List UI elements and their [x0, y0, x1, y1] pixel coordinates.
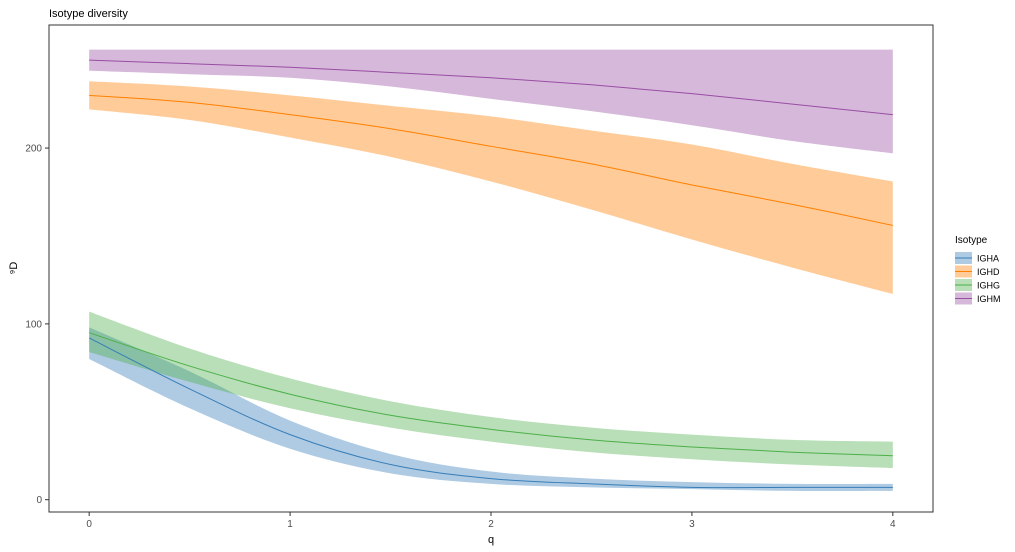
line-ighd: [89, 94, 893, 226]
y-tick-label: 0: [36, 495, 42, 506]
x-tick-label: 4: [890, 519, 896, 530]
band-ighg: [89, 311, 893, 469]
legend-label-igha: IGHA: [977, 254, 999, 264]
legend-label-ighg: IGHG: [977, 281, 1000, 291]
x-axis: 0 1 2 3 4: [86, 512, 896, 530]
y-axis-title: ⁹D: [8, 262, 20, 275]
chart-title: Isotype diversity: [49, 8, 128, 20]
y-axis: 0 100 200: [25, 144, 49, 506]
line-igha: [88, 337, 893, 489]
legend-label-ighd: IGHD: [977, 267, 1000, 277]
x-tick-label: 2: [488, 519, 494, 530]
line-ighg: [89, 332, 893, 457]
legend: Isotype IGHA IGHD IGHG IGHM: [955, 235, 1001, 305]
x-tick-label: 3: [689, 519, 695, 530]
legend-label-ighm: IGHM: [977, 294, 1001, 304]
y-tick-label: 100: [25, 319, 42, 330]
confidence-bands: [89, 49, 893, 492]
x-tick-label: 1: [287, 519, 293, 530]
band-ighm: [89, 49, 893, 154]
x-axis-title: q: [488, 534, 494, 546]
band-igha: [89, 327, 893, 492]
series-lines: [88, 59, 893, 489]
plot-panel: [48, 24, 934, 513]
band-ighd: [89, 81, 893, 294]
legend-title: Isotype: [955, 235, 988, 246]
x-tick-label: 0: [86, 519, 92, 530]
line-ighm: [89, 59, 893, 116]
y-tick-label: 200: [25, 144, 42, 155]
